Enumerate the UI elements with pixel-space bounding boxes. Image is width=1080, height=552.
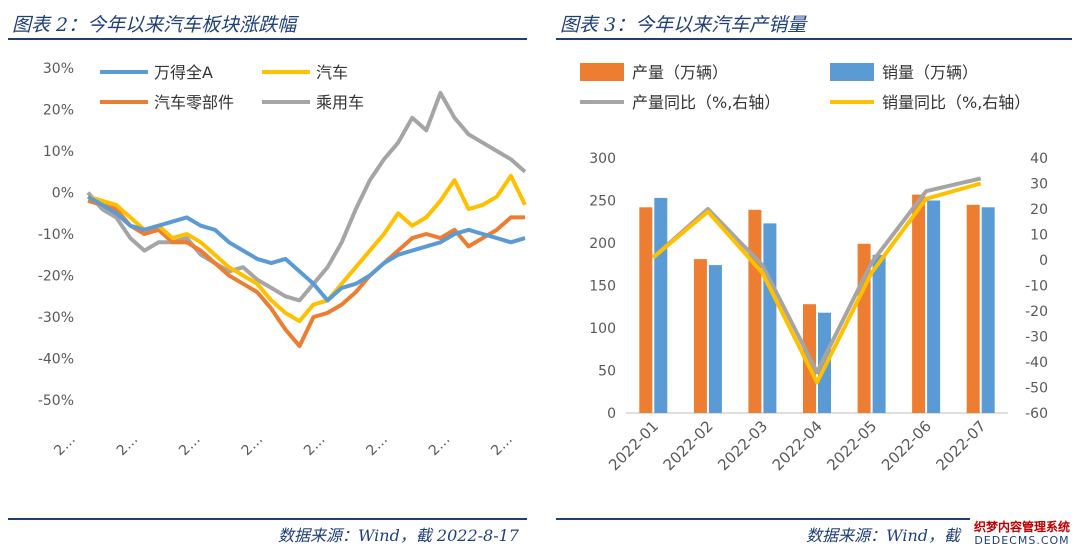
legend-label-1: 汽车 [316, 63, 348, 82]
bar-0 [639, 207, 653, 413]
x-tick-label: 2022-01 [605, 417, 662, 474]
y-tick-label: 100 [589, 321, 616, 337]
y-tick-label: 20% [43, 103, 74, 119]
right-bottom-rule [556, 518, 1072, 520]
right-chart-title: 图表 3：今年以来汽车产销量 [560, 14, 807, 36]
y2-tick-label: -60 [1025, 406, 1048, 422]
series-line-3 [86, 90, 527, 303]
legend-label-3: 乘用车 [316, 93, 364, 112]
bar-1 [763, 223, 777, 413]
y-tick-label: -20% [38, 269, 74, 285]
watermark-line1: 织梦内容管理系统 [973, 520, 1070, 534]
y-tick-label: 50 [598, 364, 616, 380]
left-source-note: 数据来源：Wind，截 2022-8-17 [278, 526, 519, 545]
legend-label-0: 万得全A [154, 63, 213, 82]
y-tick-label: -50% [38, 393, 74, 409]
watermark-logo: 织梦内容管理系统 DEDECMS.COM [969, 518, 1074, 550]
y2-tick-label: 0 [1039, 253, 1048, 269]
bar-1 [654, 197, 668, 413]
x-tick-label: 2022-07 [932, 417, 989, 474]
left-bottom-rule [8, 518, 527, 520]
legend-label-3: 销量同比（%,右轴） [882, 93, 1030, 112]
left-line-chart: 30% 20% 10% 0% -10% -20% -30% -40% -50% 2… 2… 2… 2… 2… [38, 61, 527, 460]
y2-tick-label: 30 [1030, 177, 1048, 193]
bar-1 [708, 265, 722, 413]
y2-tick-label: 40 [1030, 151, 1048, 167]
legend-swatch-1 [830, 63, 874, 81]
x-tick-label: 2022-02 [660, 417, 717, 474]
legend-label-2: 汽车零部件 [154, 93, 234, 112]
bar-0 [748, 209, 762, 413]
x-tick-label: 2… [176, 432, 204, 460]
y-tick-label: -40% [38, 352, 74, 368]
bar-0 [966, 204, 980, 414]
bar-0 [693, 259, 707, 413]
x-tick-label: 2… [114, 432, 142, 460]
y-tick-label: -10% [38, 227, 74, 243]
x-tick-label: 2… [426, 432, 454, 460]
y-tick-label: 10% [43, 144, 74, 160]
left-chart-panel: 图表 2：今年以来汽车板块涨跌幅 30% 20% 10% 0% -10% -20% -30%… [0, 0, 535, 552]
legend-label-0: 产量（万辆） [632, 63, 728, 82]
right-combo-chart: 300250200150100500403020100-10-20-30-40-… [580, 63, 1048, 474]
bar-1 [818, 312, 831, 413]
legend-label-1: 销量（万辆） [882, 63, 978, 82]
x-tick-label: 2… [51, 432, 79, 460]
bar-1 [872, 254, 886, 413]
y2-tick-label: -30 [1025, 330, 1048, 346]
y-tick-label: 250 [589, 194, 616, 210]
y2-tick-label: -40 [1025, 355, 1048, 371]
x-tick-label: 2… [239, 432, 267, 460]
bar-0 [912, 194, 926, 413]
legend-label-2: 产量同比（%,右轴） [632, 93, 780, 112]
x-tick-label: 2… [488, 432, 516, 460]
y-tick-label: 0 [607, 406, 616, 422]
y-tick-label: 30% [43, 61, 74, 77]
left-title-rule [8, 38, 527, 40]
x-tick-label: 2022-06 [878, 417, 935, 474]
y-tick-label: 150 [589, 279, 616, 295]
y2-tick-label: -20 [1025, 304, 1048, 320]
series-line-1 [87, 173, 527, 324]
legend-swatch-0 [580, 63, 624, 81]
x-tick-label: 2022-04 [769, 417, 826, 474]
x-tick-label: 2… [363, 432, 391, 460]
bar-1 [927, 200, 941, 413]
x-tick-label: 2022-05 [823, 417, 880, 474]
y2-tick-label: -10 [1025, 279, 1048, 295]
left-chart-title: 图表 2：今年以来汽车板块涨跌幅 [12, 14, 297, 36]
y2-tick-label: -50 [1025, 381, 1048, 397]
series-line-2 [651, 176, 982, 375]
right-title-rule [556, 38, 1072, 40]
y-tick-label: 0% [52, 186, 74, 202]
watermark-line2: DEDECMS.COM [974, 534, 1070, 547]
right-chart-panel: 图表 3：今年以来汽车产销量 300 250 200 150 100 50 0 40 30 20 1… [548, 0, 1080, 552]
series-line-3 [652, 181, 982, 385]
right-source-note: 数据来源：Wind，截 [806, 526, 960, 545]
y2-tick-label: 20 [1030, 202, 1048, 218]
y-tick-label: 200 [589, 236, 616, 252]
x-tick-label: 2… [301, 432, 329, 460]
y2-tick-label: 10 [1030, 228, 1048, 244]
y-tick-label: -30% [38, 310, 74, 326]
series-line-2 [87, 198, 525, 349]
x-tick-label: 2022-03 [714, 417, 771, 474]
y-tick-label: 300 [589, 151, 616, 167]
series-line-0 [86, 194, 526, 303]
bar-1 [981, 207, 995, 413]
